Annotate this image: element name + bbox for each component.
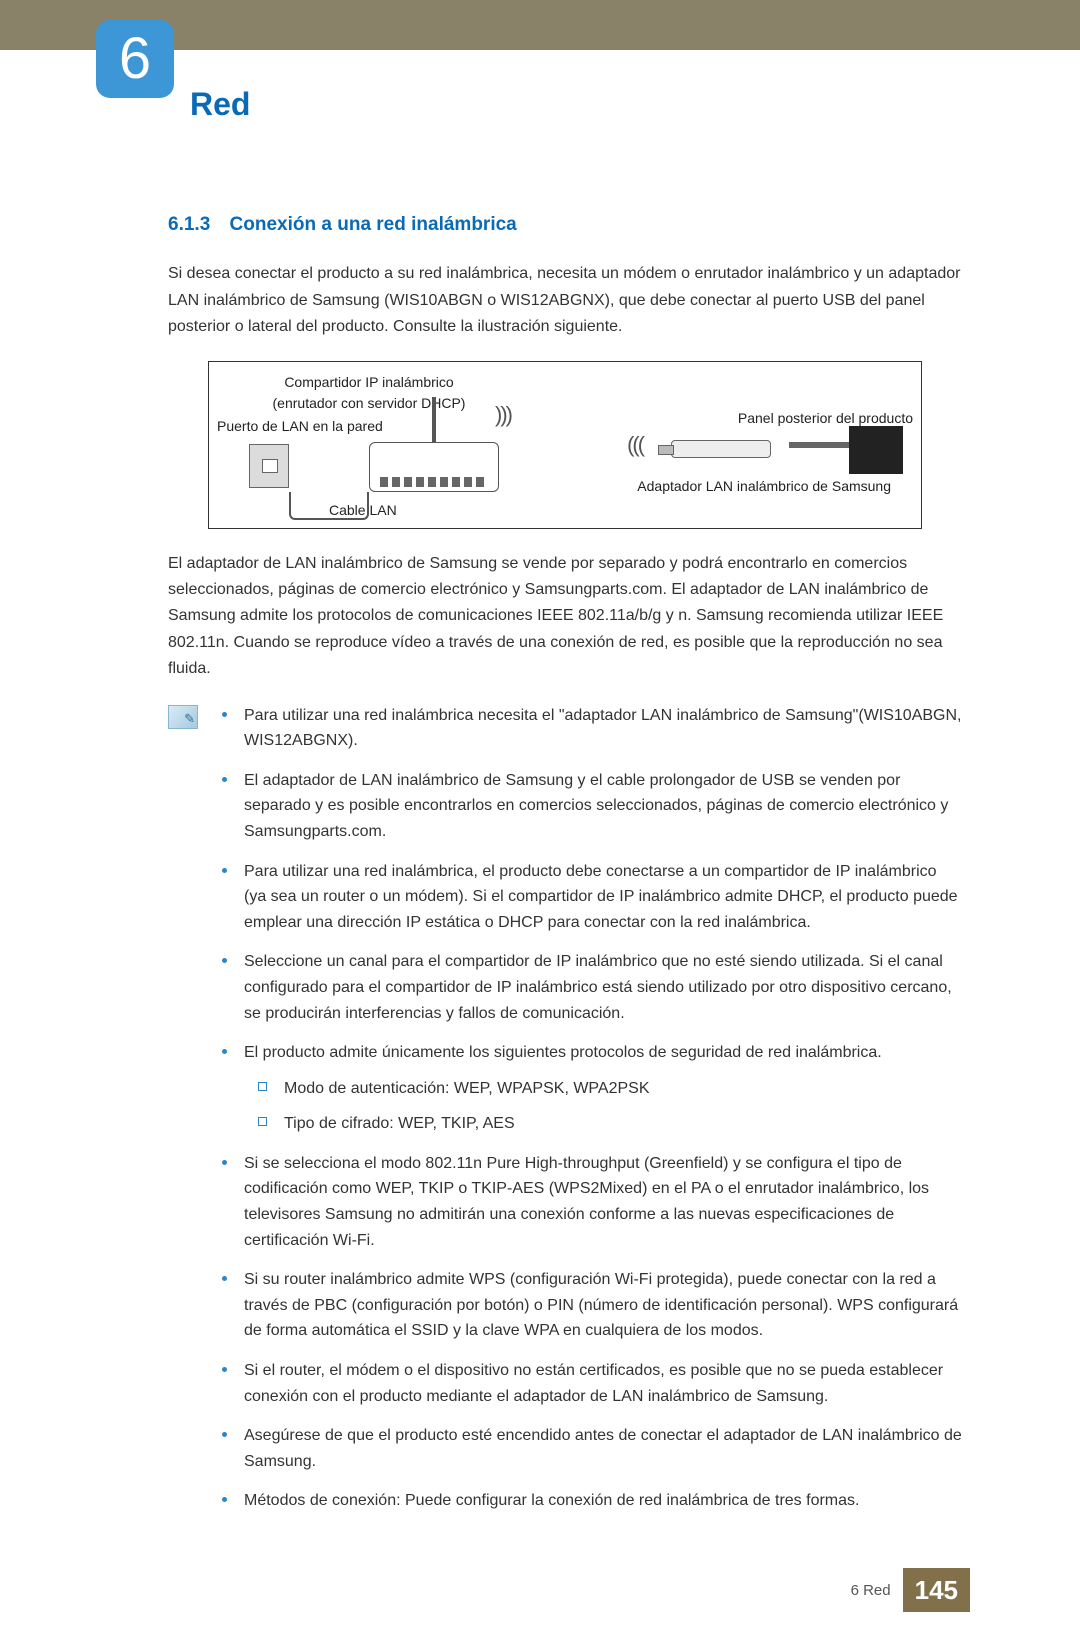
diagram-label-wallport: Puerto de LAN en la pared — [217, 416, 383, 438]
footer-page-number: 145 — [903, 1568, 970, 1612]
wallport-icon — [249, 444, 289, 488]
diagram-label-adapter: Adaptador LAN inalámbrico de Samsung — [637, 476, 891, 498]
chapter-title: Red — [190, 80, 250, 130]
lan-cable-icon — [289, 492, 369, 520]
list-item: Si el router, el módem o el dispositivo … — [218, 1358, 962, 1409]
page-footer: 6 Red 145 — [0, 1568, 1080, 1642]
rear-panel-icon — [849, 426, 903, 474]
note-list: Para utilizar una red inalámbrica necesi… — [218, 703, 962, 1528]
chapter-badge: 6 — [96, 20, 174, 98]
diagram-label-router: Compartidor IP inalámbrico (enrutador co… — [269, 372, 469, 415]
list-item: El producto admite únicamente los siguie… — [218, 1040, 962, 1137]
list-item: Si se selecciona el modo 802.11n Pure Hi… — [218, 1151, 962, 1253]
page-content: 6.1.3 Conexión a una red inalámbrica Si … — [0, 150, 1080, 1528]
wireless-diagram: Compartidor IP inalámbrico (enrutador co… — [208, 361, 922, 529]
usb-adapter-icon — [671, 440, 771, 458]
note-icon — [168, 705, 198, 729]
section-title: Conexión a una red inalámbrica — [230, 214, 517, 235]
footer-section: 6 Red — [851, 1579, 891, 1602]
wifi-waves-icon: ))) — [495, 398, 511, 432]
sub-list: Modo de autenticación: WEP, WPAPSK, WPA2… — [244, 1076, 962, 1137]
sub-list-item: Modo de autenticación: WEP, WPAPSK, WPA2… — [244, 1076, 962, 1102]
list-item: Para utilizar una red inalámbrica, el pr… — [218, 859, 962, 936]
intro-paragraph: Si desea conectar el producto a su red i… — [168, 261, 962, 340]
list-item: Para utilizar una red inalámbrica necesi… — [218, 703, 962, 754]
router-icon — [369, 442, 499, 492]
list-item: Métodos de conexión: Puede configurar la… — [218, 1488, 962, 1514]
list-item: Seleccione un canal para el compartidor … — [218, 949, 962, 1026]
wifi-waves-icon: ))) — [629, 428, 645, 462]
section-number: 6.1.3 — [168, 214, 210, 235]
post-diagram-paragraph: El adaptador de LAN inalámbrico de Samsu… — [168, 551, 962, 683]
list-item-text: El producto admite únicamente los siguie… — [244, 1044, 882, 1061]
chapter-header: 6 Red — [0, 50, 1080, 150]
list-item: El adaptador de LAN inalámbrico de Samsu… — [218, 768, 962, 845]
list-item: Si su router inalámbrico admite WPS (con… — [218, 1267, 962, 1344]
section-heading: 6.1.3 Conexión a una red inalámbrica — [168, 210, 962, 239]
list-item: Asegúrese de que el producto esté encend… — [218, 1423, 962, 1474]
chapter-number: 6 — [119, 14, 151, 104]
note-block: Para utilizar una red inalámbrica necesi… — [168, 703, 962, 1528]
sub-list-item: Tipo de cifrado: WEP, TKIP, AES — [244, 1111, 962, 1137]
